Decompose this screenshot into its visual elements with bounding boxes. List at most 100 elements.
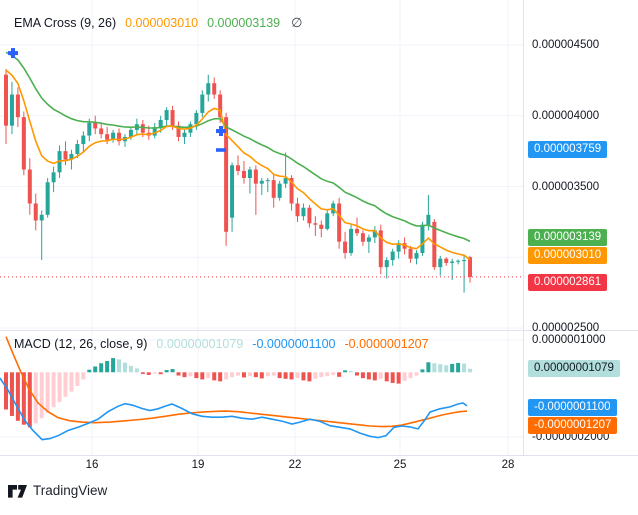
candle-body — [378, 230, 383, 268]
macd-histogram-bar — [164, 370, 169, 373]
candle-body — [111, 132, 116, 140]
macd-histogram-bar — [200, 372, 205, 380]
macd-histogram-bar — [33, 372, 38, 424]
macd-histogram-badge: 0.00000001079 — [528, 360, 620, 378]
candle-body — [420, 224, 425, 254]
macd-histogram-bar — [69, 372, 74, 392]
candle-body — [4, 74, 8, 126]
macd-line-badge: -0.0000001100 — [528, 399, 617, 417]
chart-canvas[interactable] — [0, 0, 523, 455]
macd-histogram-bar — [396, 372, 401, 384]
candle-body — [105, 134, 110, 140]
ema9-legend-value: 0.000003010 — [125, 16, 199, 30]
macd-histogram-bar — [378, 372, 383, 379]
macd-histogram-bar — [414, 372, 419, 376]
macd-histogram-bar — [402, 372, 407, 381]
candle-body — [390, 251, 395, 261]
macd-histogram-bar — [372, 372, 377, 381]
candle-body — [313, 223, 318, 225]
macd-histogram-bar — [230, 372, 235, 378]
candle-body — [200, 94, 205, 113]
axis-label: 0.000004500 — [532, 39, 600, 51]
axis-label: 0.000003500 — [532, 180, 600, 193]
macd-histogram-bar — [152, 372, 157, 374]
macd-histogram-bar — [236, 372, 241, 376]
macd-histogram-bar — [4, 372, 8, 410]
macd-histogram-bar — [432, 363, 437, 373]
ema9-price-badge: 0.000003010 — [528, 247, 608, 265]
macd-histogram-bar — [81, 372, 86, 380]
macd-histogram-bar — [384, 372, 389, 382]
macd-histogram-bar — [21, 372, 26, 425]
macd-histogram-bar — [99, 363, 104, 373]
candle-body — [194, 112, 199, 125]
macd-histogram-bar — [39, 372, 44, 419]
candle-body — [259, 180, 264, 184]
macd-indicator-title[interactable]: MACD (12, 26, close, 9) — [14, 337, 148, 351]
candle-body — [372, 230, 377, 238]
candle-body — [354, 228, 359, 234]
candle-body — [224, 117, 229, 232]
macd-histogram-bar — [271, 372, 276, 376]
candle-body — [402, 243, 407, 249]
tradingview-watermark-label: TradingView — [33, 483, 108, 498]
time-label: 28 — [501, 459, 515, 471]
indicator-hidden-icon[interactable]: ∅ — [291, 15, 303, 30]
macd-histogram-bar — [93, 366, 98, 373]
candle-body — [164, 110, 169, 120]
candle-body — [33, 203, 38, 221]
candle-body — [81, 135, 86, 145]
candle-body — [414, 253, 419, 259]
macd-histogram-bar — [134, 368, 139, 373]
candle-body — [15, 94, 20, 118]
candle-body — [39, 214, 44, 221]
candle-body — [277, 183, 282, 198]
macd-histogram-bar — [265, 372, 270, 377]
macd-histogram-bar — [122, 362, 127, 373]
price-pane-legend: EMA Cross (9, 26) 0.000003010 0.00000313… — [14, 15, 302, 31]
macd-histogram-bar — [57, 372, 62, 403]
candle-body — [140, 124, 145, 133]
macd-histogram-bar — [408, 372, 413, 379]
macd-histogram-bar — [319, 372, 324, 378]
macd-histogram-bar — [176, 372, 181, 376]
macd-histogram-bar — [325, 372, 330, 377]
macd-histogram-bar — [75, 372, 80, 386]
macd-histogram-bar — [289, 372, 294, 380]
candle-body — [301, 207, 306, 217]
time-axis-separator — [0, 455, 638, 456]
macd-histogram-bar — [331, 372, 336, 375]
macd-histogram-bar — [301, 372, 306, 381]
macd-histogram-bar — [117, 359, 122, 373]
candle-body — [265, 180, 270, 182]
macd-line — [0, 377, 468, 441]
ema-cross-indicator-title[interactable]: EMA Cross (9, 26) — [14, 16, 117, 30]
macd-histogram-bar — [247, 372, 252, 377]
candle-body — [253, 169, 258, 184]
macd-histogram-bar — [194, 372, 199, 379]
tradingview-watermark[interactable]: TradingView — [8, 483, 107, 498]
candle-body — [426, 214, 431, 225]
macd-histogram-bar — [218, 372, 223, 382]
macd-histogram-bar — [468, 368, 473, 373]
pane-separator[interactable] — [0, 330, 638, 331]
macd-pane-legend: MACD (12, 26, close, 9) 0.00000001079 -0… — [14, 337, 429, 351]
ema-cross-marker — [219, 126, 223, 137]
candle-body — [51, 172, 56, 183]
macd-histogram-bar — [146, 372, 151, 375]
candle-body — [176, 125, 181, 137]
candle-body — [99, 128, 104, 135]
candle-body — [152, 127, 157, 136]
candle-body — [241, 170, 246, 179]
candle-body — [462, 260, 467, 262]
candle-body — [289, 178, 294, 204]
countdown-price-badge: 0.000003759 — [528, 141, 608, 159]
price-axis[interactable]: 0.000004500 0.000004000 0.000003500 0.00000… — [524, 0, 638, 455]
macd-histogram-bar — [27, 372, 32, 428]
time-axis[interactable]: 16 19 22 25 28 — [0, 456, 523, 476]
macd-histogram-bar — [426, 362, 431, 373]
candle-body — [206, 83, 211, 95]
macd-histogram-bar — [206, 372, 211, 379]
candle-body — [343, 241, 348, 254]
macd-histogram-bar — [105, 360, 110, 373]
